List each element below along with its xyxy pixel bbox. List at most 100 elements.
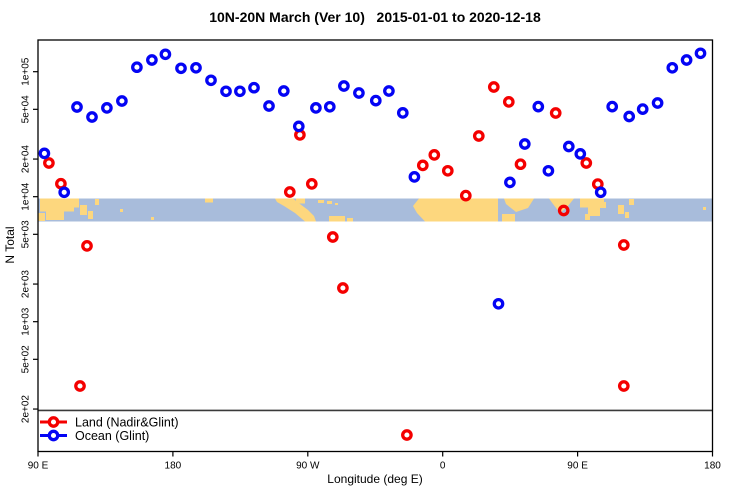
data-point <box>305 178 318 190</box>
data-point <box>101 102 113 114</box>
x-tick-label: 180 <box>165 461 182 472</box>
y-axis: 1e+05 5e+04 2e+04 1e+04 5e+03 2e+03 1e+03 5e+02… <box>21 57 38 423</box>
data-point <box>532 100 545 113</box>
data-point <box>338 80 350 92</box>
data-point <box>383 85 395 97</box>
data-point <box>190 61 202 74</box>
map-band-land-patch <box>275 198 316 222</box>
map-band-land-patch <box>625 212 629 218</box>
data-point <box>694 47 707 60</box>
map-band-land-patch <box>38 213 45 221</box>
data-point <box>38 147 51 160</box>
map-band-land-patch <box>80 205 87 215</box>
data-point <box>502 96 515 108</box>
data-point <box>234 85 246 98</box>
data-point <box>623 110 636 123</box>
data-point <box>323 100 336 113</box>
legend-marker-icon <box>47 416 60 428</box>
legend-entry: Land (Nadir&Glint) <box>40 416 179 430</box>
map-band-land-patch <box>600 202 606 208</box>
data-point <box>159 48 172 61</box>
data-point <box>292 120 305 133</box>
data-point <box>263 100 275 112</box>
data-point <box>353 87 365 99</box>
data-point <box>594 186 607 199</box>
data-point <box>408 171 421 183</box>
x-tick-label: 90 E <box>28 461 49 472</box>
data-point <box>416 159 429 172</box>
data-point <box>146 54 158 66</box>
data-point <box>542 164 555 177</box>
map-band <box>38 198 713 222</box>
y-tick-label: 2e+02 <box>21 395 32 424</box>
data-point <box>504 176 516 189</box>
data-point <box>205 74 217 87</box>
data-point <box>220 85 232 98</box>
data-point <box>81 240 93 252</box>
legend-label: Ocean (Glint) <box>75 429 149 443</box>
map-band-land-patch <box>72 198 79 208</box>
map-band-land-patch <box>413 198 498 222</box>
y-tick-label: 2e+04 <box>21 145 32 174</box>
x-axis-title: Longitude (deg E) <box>327 472 423 486</box>
x-tick-label: 180 <box>704 461 721 472</box>
data-point <box>369 94 382 107</box>
data-point <box>277 85 290 97</box>
map-band-land-patch <box>580 198 604 208</box>
map-band-land-patch <box>329 216 345 222</box>
data-point <box>549 107 562 119</box>
y-tick-label: 2e+03 <box>21 270 32 299</box>
data-point <box>636 103 649 115</box>
data-point <box>472 130 485 142</box>
map-band-land-patch <box>318 200 324 203</box>
map-band-land-patch <box>504 198 534 212</box>
data-point <box>606 100 619 113</box>
data-point <box>396 107 409 119</box>
map-band-land-patch <box>40 198 74 212</box>
x-axis: 90 E 180 90 W 0 90 E 180 <box>28 451 721 472</box>
data-point <box>441 164 454 177</box>
data-point <box>617 239 630 251</box>
y-tick-label: 5e+03 <box>21 220 32 249</box>
map-band-land-patch <box>703 207 706 210</box>
chart-title: 10N-20N March (Ver 10) 2015-01-01 to 202… <box>209 9 541 25</box>
data-point <box>680 54 693 66</box>
series-land <box>43 81 630 441</box>
data-point <box>58 186 71 199</box>
data-point <box>43 157 55 169</box>
map-band-land-patch <box>347 218 353 222</box>
data-point <box>666 61 679 74</box>
data-point <box>116 95 128 107</box>
data-point <box>562 140 575 153</box>
data-point <box>283 186 296 198</box>
data-point <box>557 204 570 217</box>
data-point <box>401 429 413 441</box>
y-tick-label: 5e+02 <box>21 345 32 374</box>
series-ocean <box>38 47 707 310</box>
data-point <box>580 157 593 169</box>
data-point <box>86 111 98 123</box>
data-point <box>248 81 260 94</box>
map-band-land-patch <box>618 205 624 214</box>
map-band-land-patch <box>296 198 305 204</box>
data-point <box>487 81 500 93</box>
x-tick-label: 90 E <box>567 461 588 472</box>
legend-marker-icon <box>47 429 60 442</box>
map-band-land-patch <box>629 199 634 205</box>
data-point <box>428 149 441 161</box>
data-point <box>74 380 86 392</box>
map-band-land-patch <box>327 201 332 204</box>
y-tick-label: 1e+05 <box>21 57 32 86</box>
map-band-land-patch <box>151 217 154 220</box>
x-tick-label: 0 <box>440 461 446 472</box>
data-point <box>518 138 531 150</box>
data-point <box>131 61 143 74</box>
data-point <box>175 62 187 75</box>
map-band-land-patch <box>46 210 64 220</box>
data-point <box>617 380 630 392</box>
y-tick-label: 1e+04 <box>21 182 32 211</box>
data-point <box>71 101 83 113</box>
map-band-land-patch <box>205 198 213 203</box>
